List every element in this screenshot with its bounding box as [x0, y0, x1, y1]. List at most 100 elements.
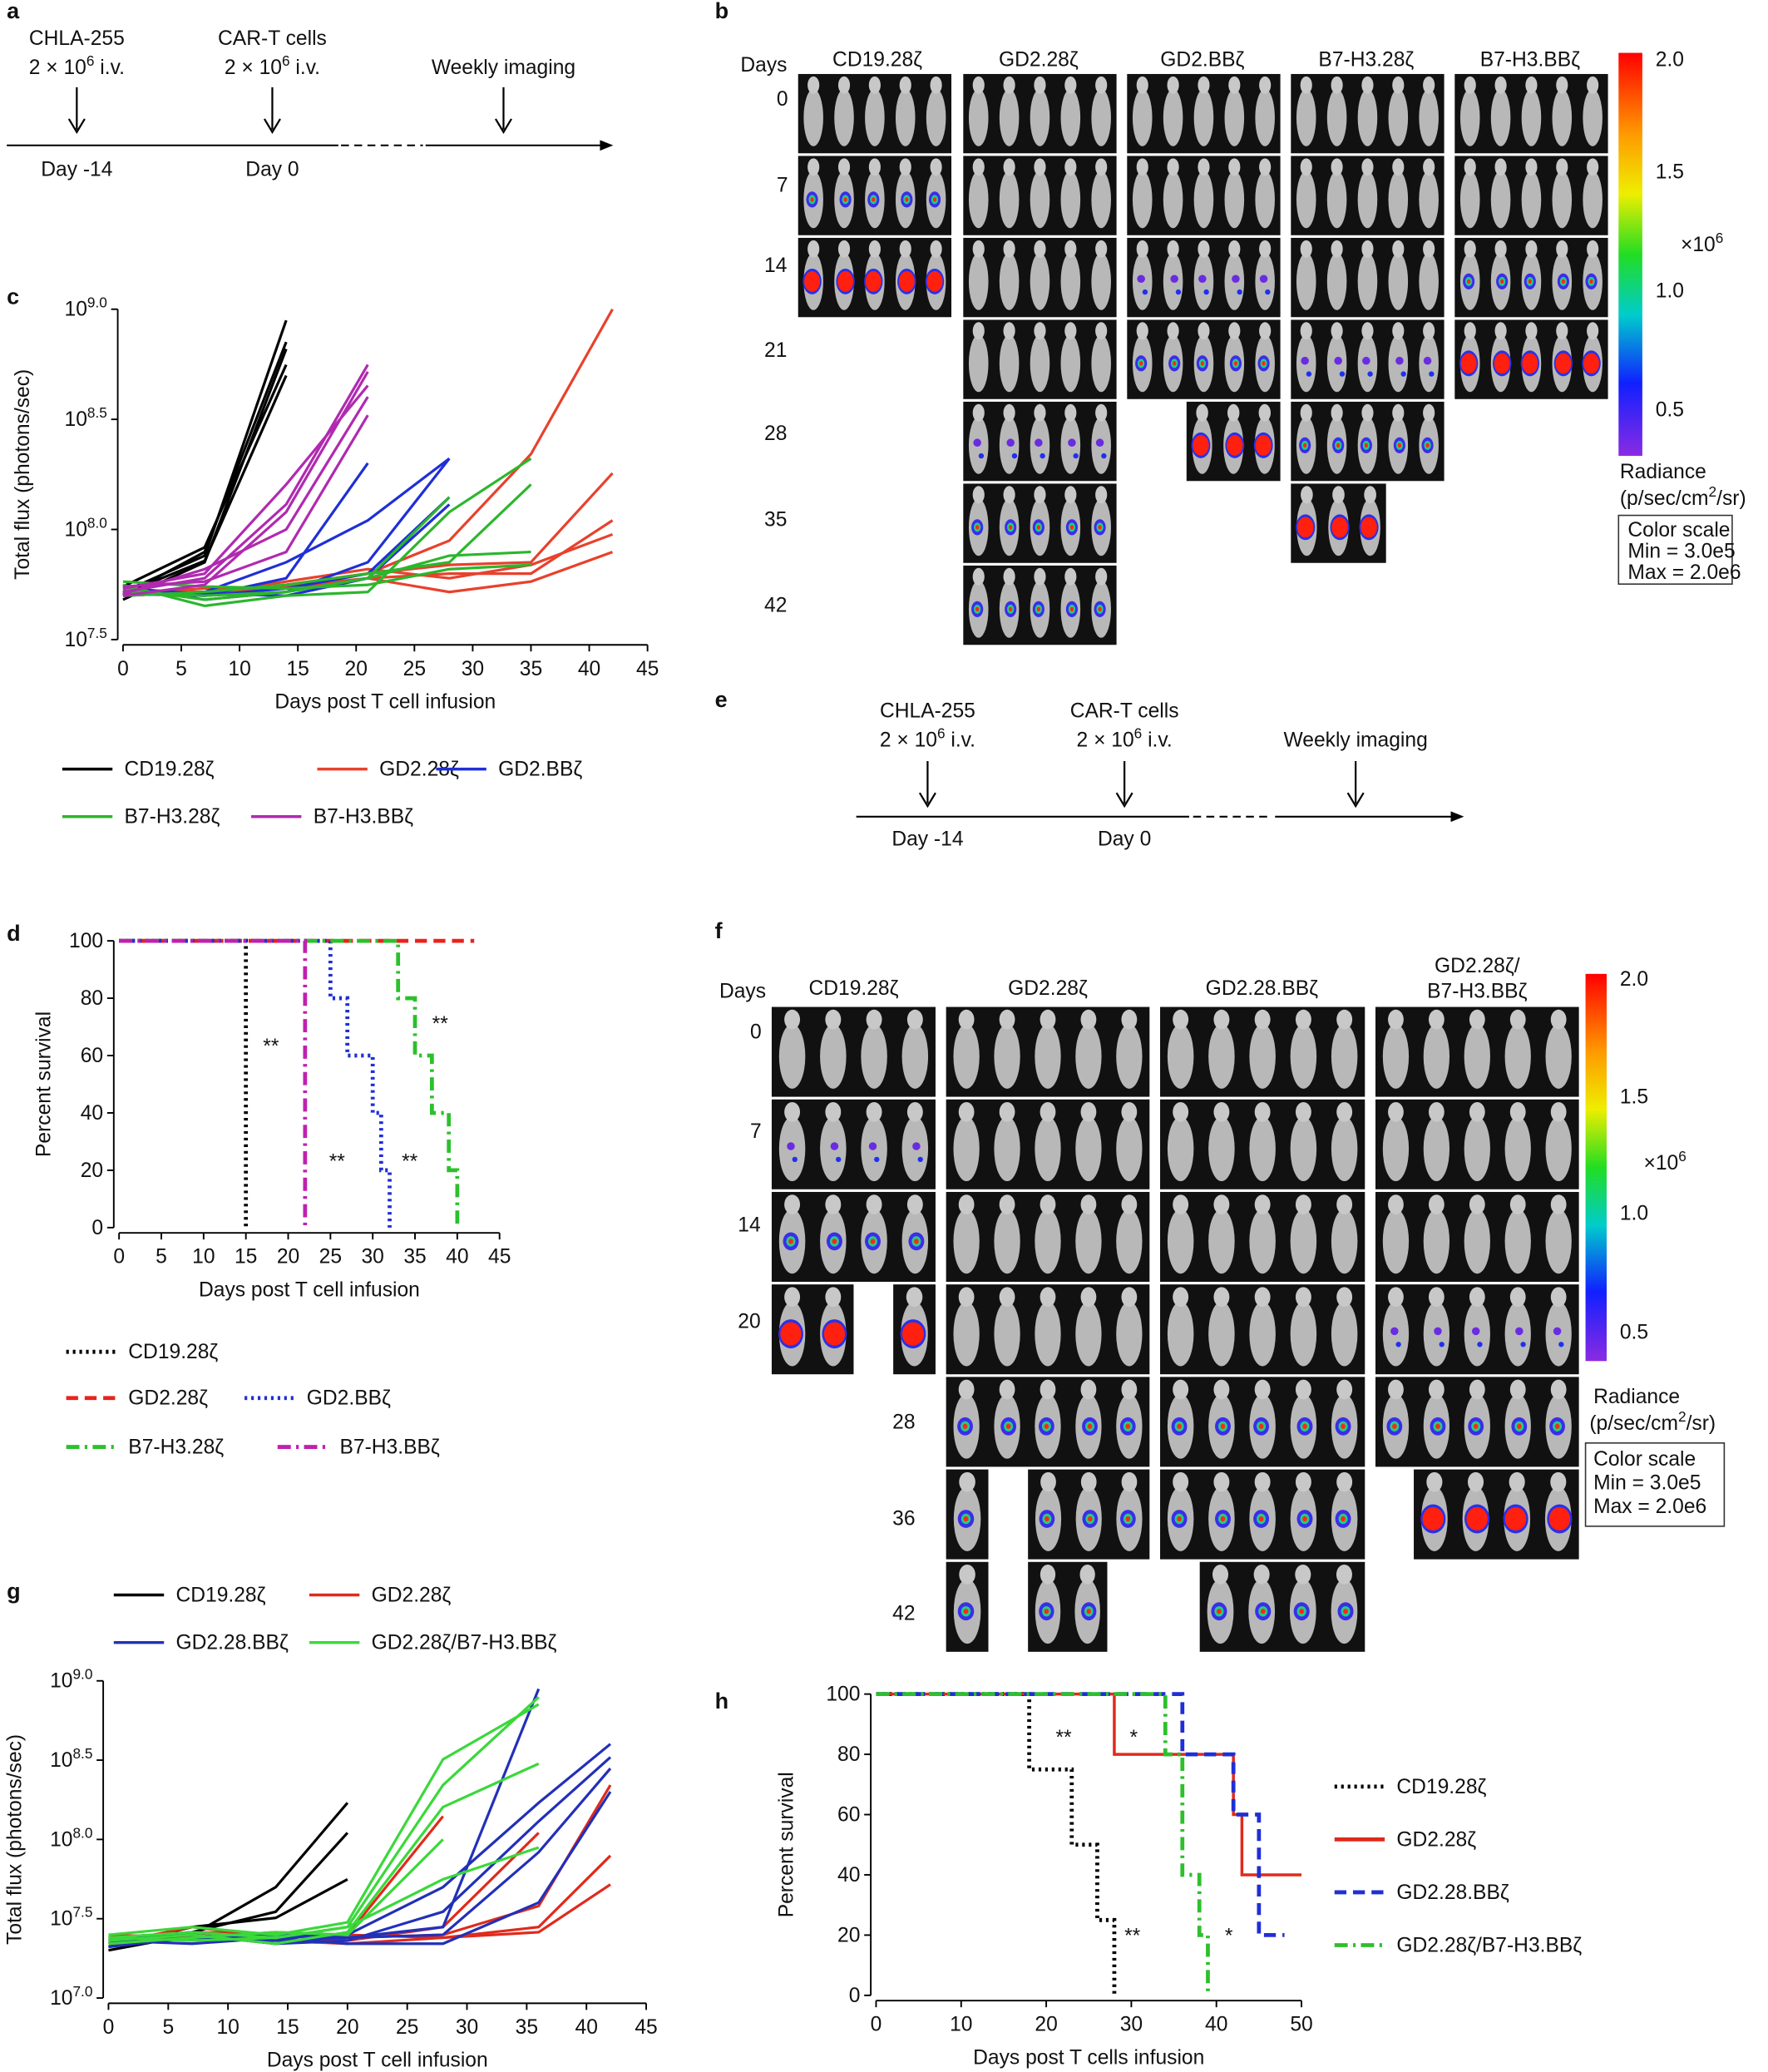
mouse: [1326, 253, 1347, 310]
mouse: [1116, 1024, 1143, 1089]
timeline: CHLA-255 2 × 106 i.v. Day -14 CAR-T cell…: [856, 700, 1464, 851]
mouse-head: [959, 1565, 975, 1585]
tumor-signal: [1554, 1423, 1560, 1429]
tumor-signal: [1334, 356, 1342, 365]
tumor-signal: [830, 1142, 839, 1150]
mouse-head: [972, 567, 985, 586]
colorbar-multiplier: ×106: [1643, 1148, 1686, 1174]
mouse-head: [1392, 322, 1405, 340]
mouse-head: [906, 1101, 923, 1122]
mouse-head: [1428, 1287, 1445, 1308]
legend-label: GD2.28ζ: [1396, 1828, 1476, 1851]
tumor-signal: [1302, 1423, 1307, 1429]
tumor-signal: [1500, 279, 1504, 284]
group-header: B7-H3.BBζ: [1480, 48, 1580, 71]
mouse-head: [1167, 158, 1179, 176]
colorbar-multiplier: ×106: [1681, 230, 1723, 256]
tumor-signal: [1397, 443, 1402, 448]
panel-label: d: [7, 921, 21, 946]
colorbar-tick: 1.0: [1620, 1202, 1648, 1224]
data-line: [108, 1703, 540, 1936]
legend-label: GD2.28ζ/B7-H3.BBζ: [372, 1632, 557, 1654]
mouse-head: [1254, 1194, 1271, 1214]
y-tick-label: 109.0: [65, 294, 107, 321]
mouse: [1357, 171, 1378, 229]
colorbar-tick: 1.5: [1620, 1086, 1648, 1109]
y-tick-label: 80: [837, 1743, 860, 1766]
x-tick-label: 25: [403, 658, 426, 680]
panel-label: g: [7, 1579, 21, 1604]
mouse: [1296, 89, 1316, 146]
mouse-head: [972, 158, 985, 176]
mouse: [1116, 1301, 1143, 1367]
mouse: [953, 1209, 980, 1274]
mouse: [1060, 253, 1081, 310]
mouse: [1060, 334, 1081, 393]
mouse: [1116, 1116, 1143, 1182]
mouse-head: [959, 1471, 975, 1492]
y-tick-label: 40: [81, 1102, 103, 1125]
mouse: [1357, 253, 1378, 310]
mouse-head: [1587, 322, 1599, 340]
mouse-head: [1034, 76, 1046, 94]
y-tick-label: 40: [837, 1864, 860, 1887]
legend-label: B7-H3.BBζ: [339, 1437, 439, 1459]
mouse-head: [1080, 1101, 1097, 1122]
mouse-head: [1428, 1009, 1445, 1030]
mouse: [1290, 1116, 1317, 1182]
legend-label: GD2.28ζ/B7-H3.BBζ: [1396, 1934, 1582, 1956]
mouse-head: [825, 1194, 842, 1214]
tumor-signal: [872, 197, 876, 202]
chart: 0 5 10 15 20 25 30 35 40 45 107.0 107.5 108.0 108.5 10…: [4, 1584, 658, 2071]
tumor-signal: [1265, 289, 1271, 295]
mouse-image: [1028, 1561, 1108, 1652]
mouse-head: [1167, 322, 1179, 340]
mouse-head: [1300, 76, 1312, 94]
mouse: [1419, 171, 1439, 229]
chart: 0 5 10 15 20 25 30 35 40 45 107.5 108.0 108.5 109.0 Da…: [12, 294, 659, 828]
arrowhead: [1450, 811, 1464, 823]
event-label: CHLA-255: [880, 700, 975, 723]
legend-label: CD19.28ζ: [128, 1341, 218, 1363]
mouse: [1504, 1024, 1531, 1089]
mouse-head: [1587, 240, 1599, 258]
y-tick-label: 100: [69, 930, 103, 952]
mouse-head: [784, 1194, 801, 1214]
group-header: CD19.28ζ: [832, 48, 922, 71]
mouse-head: [1494, 76, 1507, 94]
mouse-head: [1388, 1009, 1404, 1030]
mouse-image: [1291, 401, 1445, 482]
data-line: [122, 483, 532, 597]
mouse-image: [1291, 73, 1445, 154]
mouse: [1132, 171, 1153, 229]
mouse-head: [1295, 1009, 1311, 1030]
data-line: [108, 1846, 540, 1942]
mouse: [1382, 1024, 1410, 1089]
mouse-head: [999, 1009, 1015, 1030]
timeline: CHLA-255 2 × 106 i.v. Day -14 CAR-T cell…: [7, 27, 614, 180]
tumor-signal: [1301, 356, 1309, 365]
mouse-head: [1295, 1101, 1311, 1122]
mouse: [1545, 1116, 1572, 1182]
mouse: [820, 1024, 847, 1089]
mouse-head: [1003, 158, 1015, 176]
mouse-head: [1331, 76, 1343, 94]
tumor-signal: [1302, 1516, 1307, 1522]
x-tick-label: 20: [345, 658, 368, 680]
mouse-head: [1040, 1194, 1056, 1214]
mouse: [1255, 89, 1275, 146]
tumor-signal: [865, 271, 882, 292]
mouse-head: [1228, 158, 1241, 176]
mouse: [1035, 1024, 1061, 1089]
tumor-signal: [1494, 353, 1510, 374]
mouse: [1060, 89, 1081, 146]
y-axis-label: Percent survival: [775, 1772, 798, 1917]
mouse: [1464, 1116, 1490, 1182]
mouse: [994, 1116, 1020, 1182]
mouse: [999, 334, 1020, 393]
tumor-signal: [1006, 438, 1015, 447]
tumor-signal: [1515, 1327, 1524, 1336]
mouse-image: [771, 1191, 936, 1282]
day-label: 28: [764, 423, 787, 445]
mouse: [1296, 253, 1316, 310]
